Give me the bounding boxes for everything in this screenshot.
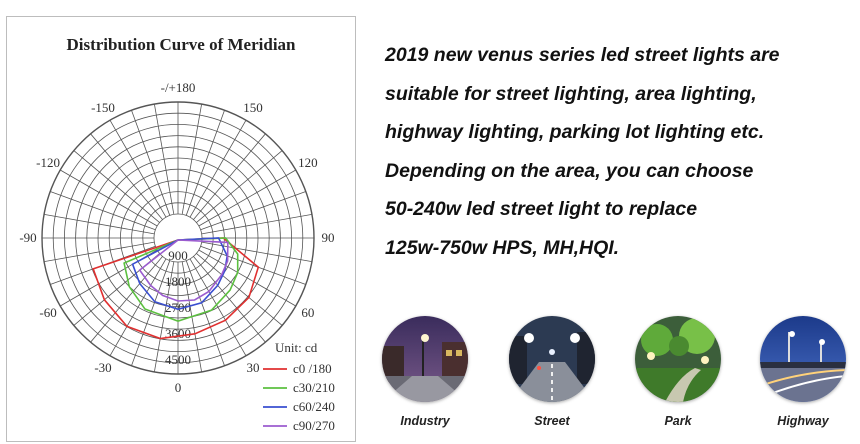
grid-spoke — [189, 120, 247, 218]
grid-spoke — [109, 258, 167, 356]
chart-title: Distribution Curve of Meridian — [66, 35, 296, 54]
grid-spoke — [50, 191, 156, 231]
application-label: Park — [664, 414, 692, 428]
grid-spoke — [131, 110, 171, 216]
angle-label: 60 — [301, 305, 314, 320]
grid-spoke — [181, 103, 203, 215]
grid-spoke — [201, 241, 313, 263]
description-line: 125w-750w HPS, MH,HQI. — [385, 236, 620, 259]
radial-tick-label: 3600 — [165, 326, 191, 341]
series-curve — [131, 237, 229, 311]
radial-tick-label: 4500 — [165, 352, 191, 367]
grid-spoke — [200, 191, 306, 231]
angle-label: -150 — [91, 100, 115, 115]
angle-label: 0 — [175, 380, 182, 395]
legend-label: c30/210 — [293, 380, 335, 395]
grid-spoke — [196, 253, 283, 326]
application-label: Street — [534, 414, 570, 428]
radial-tick-label: 1800 — [165, 274, 191, 289]
legend-label: c0 /180 — [293, 361, 332, 376]
angle-label: -120 — [36, 155, 60, 170]
grid-spoke — [185, 260, 225, 366]
highway-photo — [760, 316, 846, 402]
description-line: suitable for street lighting, area light… — [385, 82, 757, 105]
angle-label: 90 — [322, 230, 335, 245]
angle-label: 150 — [243, 100, 263, 115]
angle-label: -30 — [94, 360, 111, 375]
radial-tick-label: 900 — [168, 248, 188, 263]
description-line: 2019 new venus series led street lights … — [385, 44, 780, 66]
grid-spoke — [193, 133, 266, 220]
grid-spoke — [193, 256, 266, 343]
description-line: Depending on the area, you can choose — [385, 159, 754, 182]
application-park: Park — [630, 316, 726, 428]
polar-chart-panel: -/+180 150 120 90 60 30 0 -30 -60 -90 -120 -150 900 1… — [6, 16, 356, 442]
angle-label: -60 — [39, 305, 56, 320]
angle-label: 120 — [298, 155, 318, 170]
description-line: highway lighting, parking lot lighting e… — [385, 121, 765, 144]
application-street: Street — [504, 316, 600, 428]
grid-spoke — [43, 241, 155, 263]
legend-label: c90/270 — [293, 418, 335, 433]
grid-spoke — [109, 120, 167, 218]
grid-spoke — [153, 103, 175, 215]
industry-photo — [382, 316, 468, 402]
application-label: Industry — [400, 414, 450, 428]
grid-spoke — [201, 213, 313, 235]
description-line: 50-240w led street light to replace — [385, 198, 698, 221]
grid-spoke — [43, 213, 155, 235]
series-curve — [123, 237, 239, 322]
grid-spoke — [189, 258, 247, 356]
grid-spoke — [60, 169, 158, 227]
park-photo — [635, 316, 721, 402]
grid-spoke — [198, 169, 296, 227]
grid-spoke — [196, 150, 283, 223]
grid-spoke — [131, 260, 171, 366]
grid-spoke — [185, 110, 225, 216]
radial-tick-label: 2700 — [165, 300, 191, 315]
unit-label: Unit: cd — [275, 340, 318, 355]
legend-label: c60/240 — [293, 399, 335, 414]
application-industry: Industry — [377, 316, 473, 428]
angle-label: -/+180 — [161, 80, 196, 95]
grid-spoke — [90, 133, 163, 220]
grid-spoke — [200, 245, 306, 285]
series-curve — [92, 237, 260, 340]
grid-spoke — [73, 150, 160, 223]
polar-chart: -/+180 150 120 90 60 30 0 -30 -60 -90 -120 -150 900 1… — [19, 80, 335, 433]
application-highway: Highway — [755, 316, 851, 428]
product-description: 2019 new venus series led street lights … — [385, 36, 855, 268]
grid-spoke — [198, 249, 296, 307]
angle-label: 30 — [247, 360, 260, 375]
application-label: Highway — [777, 414, 829, 428]
street-photo — [509, 316, 595, 402]
grid-spoke — [90, 256, 163, 343]
angle-label: -90 — [19, 230, 36, 245]
series-curve — [138, 239, 229, 302]
